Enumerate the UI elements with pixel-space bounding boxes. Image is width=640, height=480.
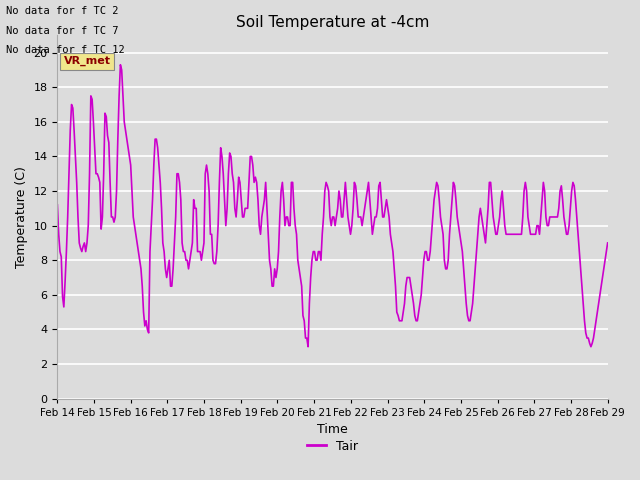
Y-axis label: Temperature (C): Temperature (C)	[15, 166, 28, 268]
Text: No data for f TC 7: No data for f TC 7	[6, 25, 119, 36]
Text: VR_met: VR_met	[64, 56, 111, 66]
Legend: Tair: Tair	[302, 435, 363, 458]
Title: Soil Temperature at -4cm: Soil Temperature at -4cm	[236, 15, 429, 30]
Text: No data for f TC 12: No data for f TC 12	[6, 45, 125, 55]
Text: No data for f TC 2: No data for f TC 2	[6, 6, 119, 16]
X-axis label: Time: Time	[317, 423, 348, 436]
